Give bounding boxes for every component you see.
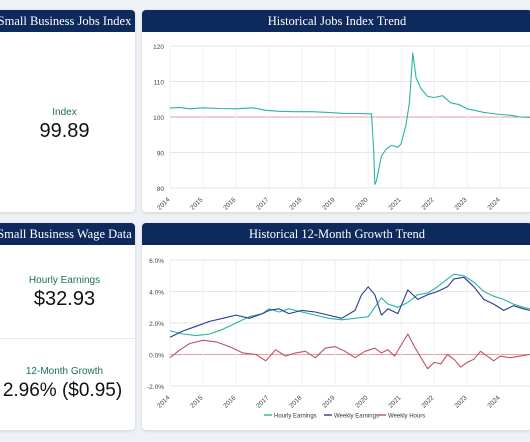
x-tick-label: 2023 bbox=[453, 196, 468, 211]
x-tick-label: 2017 bbox=[255, 196, 270, 211]
growth-trend-card: Historical 12-Month Growth Trend 6.0% 4.0… bbox=[142, 223, 530, 430]
x-tick-label: 2016 bbox=[222, 196, 237, 211]
legend-label: Weekly Hours bbox=[388, 414, 425, 420]
index-value: 99.89 bbox=[39, 120, 90, 142]
x-tick-label: 2017 bbox=[255, 394, 270, 409]
jobs-trend-chart: 120 110 100 90 80 2014 2015 2016 2017 2018 2019 20… bbox=[153, 44, 530, 212]
x-tick-label: 2024 bbox=[487, 196, 502, 211]
growth-label: 12-Month Growth bbox=[25, 366, 104, 377]
y-tick-label: 110 bbox=[154, 80, 165, 87]
x-tick-label: 2014 bbox=[156, 394, 171, 409]
y-tick-label: 2.0% bbox=[149, 321, 164, 328]
y-tick-label: 90 bbox=[157, 151, 165, 158]
x-tick-label: 2019 bbox=[321, 394, 336, 409]
y-tick-label: -2.0% bbox=[147, 384, 164, 391]
index-label: Index bbox=[52, 107, 77, 118]
x-tick-label: 2015 bbox=[189, 196, 204, 211]
wage-data-card-title: Small Business Wage Data bbox=[0, 223, 135, 245]
y-tick-label: 80 bbox=[157, 186, 165, 193]
hourly-earnings-label: Hourly Earnings bbox=[28, 275, 101, 286]
x-tick-label: 2023 bbox=[453, 394, 468, 409]
x-tick-label: 2024 bbox=[487, 394, 502, 409]
x-tick-label: 2020 bbox=[354, 394, 369, 409]
x-tick-label: 2018 bbox=[288, 394, 303, 409]
y-tick-label: 100 bbox=[153, 115, 164, 122]
x-tick-label: 2014 bbox=[156, 196, 171, 211]
x-tick-label: 2022 bbox=[420, 394, 435, 409]
jobs-index-card: Small Business Jobs Index Index 99.89 bbox=[0, 10, 135, 212]
y-tick-label: 6.0% bbox=[149, 258, 164, 265]
series-line-hourly-earnings bbox=[169, 273, 530, 337]
x-tick-label: 2019 bbox=[321, 196, 336, 211]
jobs-trend-card-title: Historical Jobs Index Trend bbox=[142, 10, 530, 32]
series-line bbox=[169, 52, 530, 185]
y-tick-label: 4.0% bbox=[149, 290, 164, 297]
jobs-trend-card: Historical Jobs Index Trend 120 110 100 90 8… bbox=[142, 10, 530, 212]
x-tick-label: 2016 bbox=[222, 394, 237, 409]
x-tick-label: 2020 bbox=[354, 196, 369, 211]
wage-data-card: Small Business Wage Data Hourly Earnings… bbox=[0, 223, 135, 430]
y-tick-label: 0.0% bbox=[149, 353, 164, 360]
series-line-weekly-hours bbox=[169, 333, 530, 370]
legend-label: Hourly Earnings bbox=[274, 414, 317, 420]
series-line-weekly-earnings bbox=[169, 276, 530, 338]
growth-trend-card-title: Historical 12-Month Growth Trend bbox=[142, 223, 530, 245]
wage-divider bbox=[0, 338, 135, 339]
x-tick-label: 2015 bbox=[189, 394, 204, 409]
legend-label: Weekly Earnings bbox=[334, 414, 379, 420]
x-tick-label: 2018 bbox=[288, 196, 303, 211]
growth-trend-chart: 6.0% 4.0% 2.0% 0.0% -2.0% 2014 2015 2016 2017 20… bbox=[147, 258, 530, 420]
hourly-earnings-value: $32.93 bbox=[33, 288, 96, 310]
x-tick-label: 2021 bbox=[387, 196, 402, 211]
y-tick-label: 120 bbox=[153, 44, 164, 51]
jobs-index-card-title: Small Business Jobs Index bbox=[0, 10, 135, 32]
x-tick-label: 2022 bbox=[420, 196, 435, 211]
growth-value: 2.96% ($0.95) bbox=[2, 380, 123, 401]
x-tick-label: 2021 bbox=[387, 394, 402, 409]
